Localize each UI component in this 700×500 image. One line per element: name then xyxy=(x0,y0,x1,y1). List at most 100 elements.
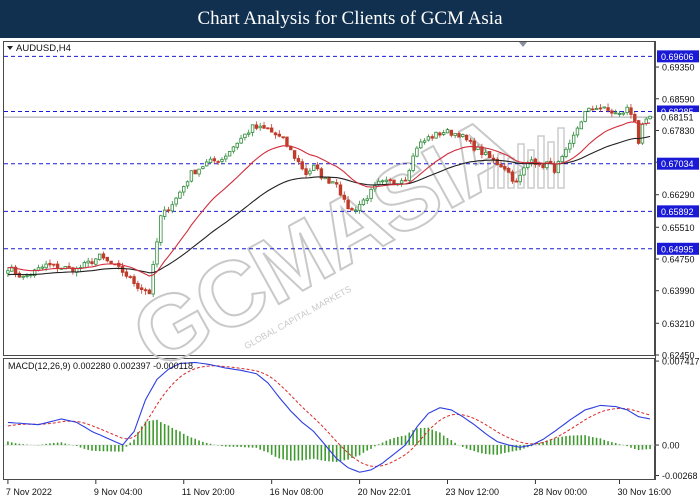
level-tag-label: 0.68285 xyxy=(661,107,694,117)
candle-body xyxy=(94,258,98,265)
candle-body xyxy=(21,275,25,278)
candle-body xyxy=(625,106,629,113)
price-tick-label: 0.68590 xyxy=(662,94,695,104)
time-axis: 7 Nov 2022 9 Nov 04:00 11 Nov 20:00 16 Nov … xyxy=(6,480,671,497)
candle-body xyxy=(86,260,90,264)
candle-body xyxy=(575,127,580,136)
candle-body xyxy=(422,140,427,143)
candle-body xyxy=(193,169,197,175)
candle-body xyxy=(636,120,641,144)
watermark-bar xyxy=(487,161,495,189)
time-tick-label: 9 Nov 04:00 xyxy=(94,487,143,497)
price-panel xyxy=(3,41,655,356)
symbol-title: AUDUSD,H4 xyxy=(16,43,71,54)
macd-tick-label: 0.00 xyxy=(662,441,680,451)
candle-body xyxy=(55,263,60,269)
candle-body xyxy=(445,129,450,134)
price-tick-label: 0.64750 xyxy=(662,255,695,265)
candle-body xyxy=(300,161,304,170)
candle-body xyxy=(128,276,132,278)
candle-body xyxy=(185,181,190,187)
macd-title: MACD(12,26,9) 0.002280 0.002397 -0.00011… xyxy=(8,361,193,371)
candle-body xyxy=(120,266,125,273)
level-tag xyxy=(657,50,699,63)
candle-body xyxy=(216,161,220,163)
candle-body xyxy=(250,124,255,133)
candle-body xyxy=(411,155,415,171)
candle-body xyxy=(613,112,618,115)
candle-body xyxy=(292,150,297,159)
candle-body xyxy=(510,171,515,182)
candle-body xyxy=(143,289,148,292)
candle-body xyxy=(44,263,48,269)
candle-body xyxy=(495,158,499,165)
candle-body xyxy=(262,125,266,129)
candle-body xyxy=(392,179,396,184)
candle-body xyxy=(224,155,228,160)
candle-body xyxy=(629,107,633,115)
candle-body xyxy=(499,164,503,168)
candle-body xyxy=(606,107,610,111)
time-tick-label: 28 Nov 00:00 xyxy=(533,487,587,497)
candle-body xyxy=(361,199,366,206)
candle-body xyxy=(480,146,484,156)
time-tick-label: 11 Nov 20:00 xyxy=(182,487,235,497)
candle-body xyxy=(204,161,209,167)
candle-body xyxy=(239,137,243,144)
candle-body xyxy=(633,113,637,122)
candle-body xyxy=(522,167,526,176)
time-tick-label: 7 Nov 2022 xyxy=(6,487,52,497)
macd-line xyxy=(7,361,651,473)
candle-body xyxy=(514,180,519,183)
candle-body xyxy=(564,148,568,157)
panel-caret[interactable] xyxy=(7,46,13,50)
candle-body xyxy=(598,107,603,110)
candle-body xyxy=(461,134,465,137)
candle-body xyxy=(552,163,557,173)
candle-body xyxy=(90,261,94,265)
candle-body xyxy=(124,271,129,277)
current-price-tag xyxy=(657,112,699,124)
candle-body xyxy=(220,159,224,162)
macd-tick-label: 0.007417 xyxy=(662,357,700,367)
level-tag xyxy=(657,242,699,255)
shift-marker-icon[interactable] xyxy=(519,42,527,47)
candle-body xyxy=(266,127,270,130)
candle-body xyxy=(441,132,446,135)
candle-body xyxy=(227,151,232,157)
candle-body xyxy=(468,139,473,142)
caret-down-icon[interactable] xyxy=(7,46,13,50)
price-tick-label: 0.69350 xyxy=(662,63,695,73)
candle-body xyxy=(380,180,385,183)
level-tag-label: 0.69606 xyxy=(661,52,694,62)
candle-body xyxy=(32,269,37,276)
candle-body xyxy=(384,179,389,182)
candle-body xyxy=(323,177,327,180)
ema-fast-line xyxy=(7,121,651,277)
candle-body xyxy=(189,170,194,182)
time-tick-label: 23 Nov 12:00 xyxy=(445,487,499,497)
candle-body xyxy=(48,262,52,266)
candle-body xyxy=(419,141,423,149)
candle-body xyxy=(556,161,561,174)
candle-body xyxy=(472,140,476,151)
candle-body xyxy=(174,197,178,205)
candle-body xyxy=(182,186,186,193)
candle-body xyxy=(201,166,205,169)
candle-body xyxy=(109,260,113,265)
candle-body xyxy=(136,282,140,289)
candle-body xyxy=(67,265,71,268)
level-tag xyxy=(657,205,699,218)
candle-body xyxy=(545,161,549,169)
candle-body xyxy=(357,203,362,211)
level-tag-label: 0.67034 xyxy=(661,159,694,169)
price-tick-label: 0.67830 xyxy=(662,126,695,136)
candle-body xyxy=(350,208,354,211)
candle-body xyxy=(342,194,346,200)
candle-body xyxy=(296,158,301,163)
time-tick-label: 16 Nov 08:00 xyxy=(270,487,324,497)
candle-body xyxy=(315,164,320,170)
price-tick-label: 0.65510 xyxy=(662,223,695,233)
watermark-bar xyxy=(537,135,545,189)
candle-body xyxy=(579,121,583,130)
